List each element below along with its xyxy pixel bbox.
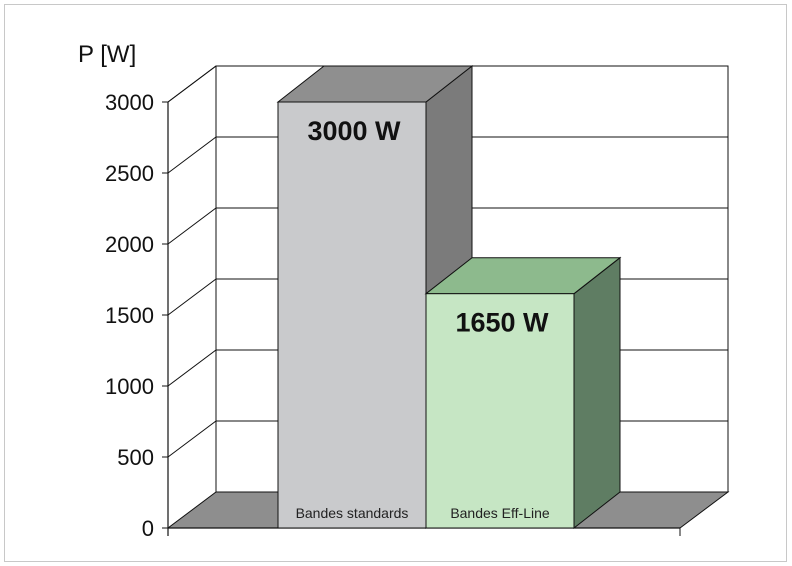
bar-2: 1650 W Bandes Eff-Line bbox=[424, 256, 622, 530]
y-tick-label: 2000 bbox=[105, 232, 154, 257]
y-axis-label: P [W] bbox=[78, 41, 136, 68]
bar-front bbox=[425, 293, 575, 529]
y-tick-labels: 0 500 1000 1500 2000 2500 3000 bbox=[105, 90, 154, 541]
bar-category-label: Bandes Eff-Line bbox=[450, 505, 550, 521]
y-tick-label: 2500 bbox=[105, 161, 154, 186]
bar-category-label: Bandes standards bbox=[296, 505, 409, 521]
y-tick-label: 500 bbox=[117, 445, 154, 470]
bar-front bbox=[277, 101, 427, 529]
gridline bbox=[167, 136, 728, 174]
bar-data-label: 1650 W bbox=[455, 308, 549, 338]
gridline bbox=[167, 65, 728, 103]
y-tick-label: 1000 bbox=[105, 374, 154, 399]
y-tick-label: 1500 bbox=[105, 303, 154, 328]
bar-data-label: 3000 W bbox=[307, 116, 401, 146]
bars: 3000 W Bandes standards 1650 W Bandes Eff-L… bbox=[276, 64, 622, 530]
y-tick-label: 0 bbox=[142, 516, 154, 541]
y-tick-label: 3000 bbox=[105, 90, 154, 115]
gridline bbox=[167, 207, 728, 245]
bar-side bbox=[573, 256, 621, 530]
